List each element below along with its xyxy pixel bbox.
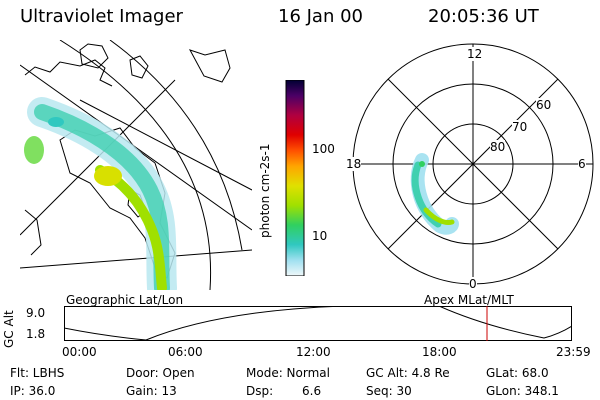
- colorbar-unit-label: photon cm-2s-1: [258, 143, 272, 239]
- colorbar-tick-10: 10: [312, 229, 328, 243]
- altitude-plot: [64, 306, 572, 341]
- apex-label: Apex MLat/MLT: [424, 293, 514, 307]
- colorbar-tick-100: 100: [312, 142, 335, 156]
- instrument-title: Ultraviolet Imager: [20, 6, 183, 27]
- info-door: Door: Open: [126, 366, 195, 380]
- geographic-label: Geographic Lat/Lon: [66, 293, 184, 307]
- info-flt: Flt: LBHS: [10, 366, 65, 380]
- info-ip: IP: 36.0: [10, 384, 56, 398]
- mlt-label-0: 0: [469, 277, 477, 291]
- info-dsp-label: Dsp:: [246, 384, 274, 398]
- info-glon: GLon: 348.1: [486, 384, 559, 398]
- polar-plot: [352, 43, 594, 285]
- altitude-y-bottom: 1.8: [26, 327, 46, 341]
- colorbar: [285, 80, 305, 276]
- altitude-curve: [64, 306, 572, 341]
- mlat-label-60: 60: [536, 98, 552, 112]
- mlat-label-80: 80: [490, 140, 506, 154]
- x-tick-0600: 06:00: [168, 345, 203, 359]
- x-tick-2359: 23:59: [556, 345, 591, 359]
- x-tick-0000: 00:00: [62, 345, 97, 359]
- mlat-label-70: 70: [512, 120, 528, 134]
- info-mode: Mode: Normal: [246, 366, 330, 380]
- info-glat: GLat: 68.0: [486, 366, 549, 380]
- mlt-label-12: 12: [467, 47, 483, 61]
- observation-time: 20:05:36 UT: [428, 6, 539, 27]
- mlt-label-18: 18: [346, 157, 362, 171]
- altitude-y-top: 9.0: [26, 306, 46, 320]
- observation-date: 16 Jan 00: [278, 6, 363, 27]
- x-tick-1200: 12:00: [296, 345, 331, 359]
- geographic-map: [20, 40, 252, 290]
- info-dsp-value: 6.6: [302, 384, 322, 398]
- info-gain: Gain: 13: [126, 384, 177, 398]
- x-tick-1800: 18:00: [422, 345, 457, 359]
- info-gc-alt: GC Alt: 4.8 Re: [366, 366, 450, 380]
- info-seq: Seq: 30: [366, 384, 412, 398]
- altitude-axis-label: GC Alt: [2, 310, 16, 348]
- mlt-label-6: 6: [578, 157, 586, 171]
